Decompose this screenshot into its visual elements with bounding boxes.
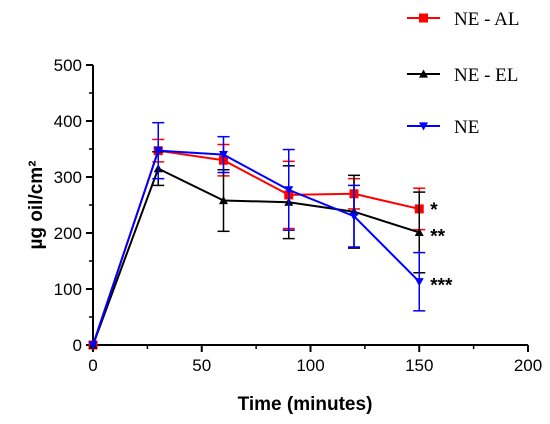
data-point — [284, 186, 294, 195]
data-point — [414, 278, 424, 287]
x-tick-label: 200 — [514, 356, 542, 375]
y-tick-label: 500 — [54, 56, 82, 75]
x-tick-label: 0 — [88, 356, 97, 375]
series-0 — [88, 138, 426, 350]
y-tick-label: 100 — [54, 280, 82, 299]
y-tick-label: 0 — [73, 336, 82, 355]
x-tick-label: 150 — [405, 356, 433, 375]
x-tick-label: 50 — [192, 356, 211, 375]
annotations: ****** — [430, 200, 453, 297]
significance-label: *** — [430, 276, 453, 297]
axes: 0 100 200 300 400 500 0 50 100 150 200 — [54, 56, 543, 375]
series-1 — [88, 151, 426, 349]
legend-label: NE — [454, 117, 479, 138]
legend-label: NE - EL — [454, 65, 518, 86]
significance-label: * — [430, 200, 438, 221]
legend-swatch-marker — [419, 69, 428, 78]
legend: NE - AL NE - EL NE — [407, 9, 519, 138]
data-point — [219, 151, 228, 160]
y-tick-label: 300 — [54, 168, 82, 187]
y-tick-label: 200 — [54, 224, 82, 243]
x-axis-title: Time (minutes) — [238, 394, 373, 415]
y-axis-title: µg oil/cm² — [26, 160, 47, 249]
x-tick-label: 100 — [296, 356, 324, 375]
data-point — [349, 212, 359, 221]
significance-label: ** — [430, 226, 445, 247]
legend-swatch-marker — [419, 122, 428, 131]
data-point — [219, 196, 228, 205]
legend-label: NE - AL — [454, 9, 519, 30]
data-point — [153, 147, 163, 156]
legend-swatch-marker — [419, 13, 428, 23]
series-line — [92, 149, 420, 346]
series-line — [92, 149, 420, 346]
y-tick-label: 400 — [54, 112, 82, 131]
series-2 — [88, 121, 426, 350]
data-point — [414, 227, 424, 237]
series-layer — [88, 121, 426, 350]
series-line — [92, 167, 420, 346]
data-point — [88, 341, 98, 350]
